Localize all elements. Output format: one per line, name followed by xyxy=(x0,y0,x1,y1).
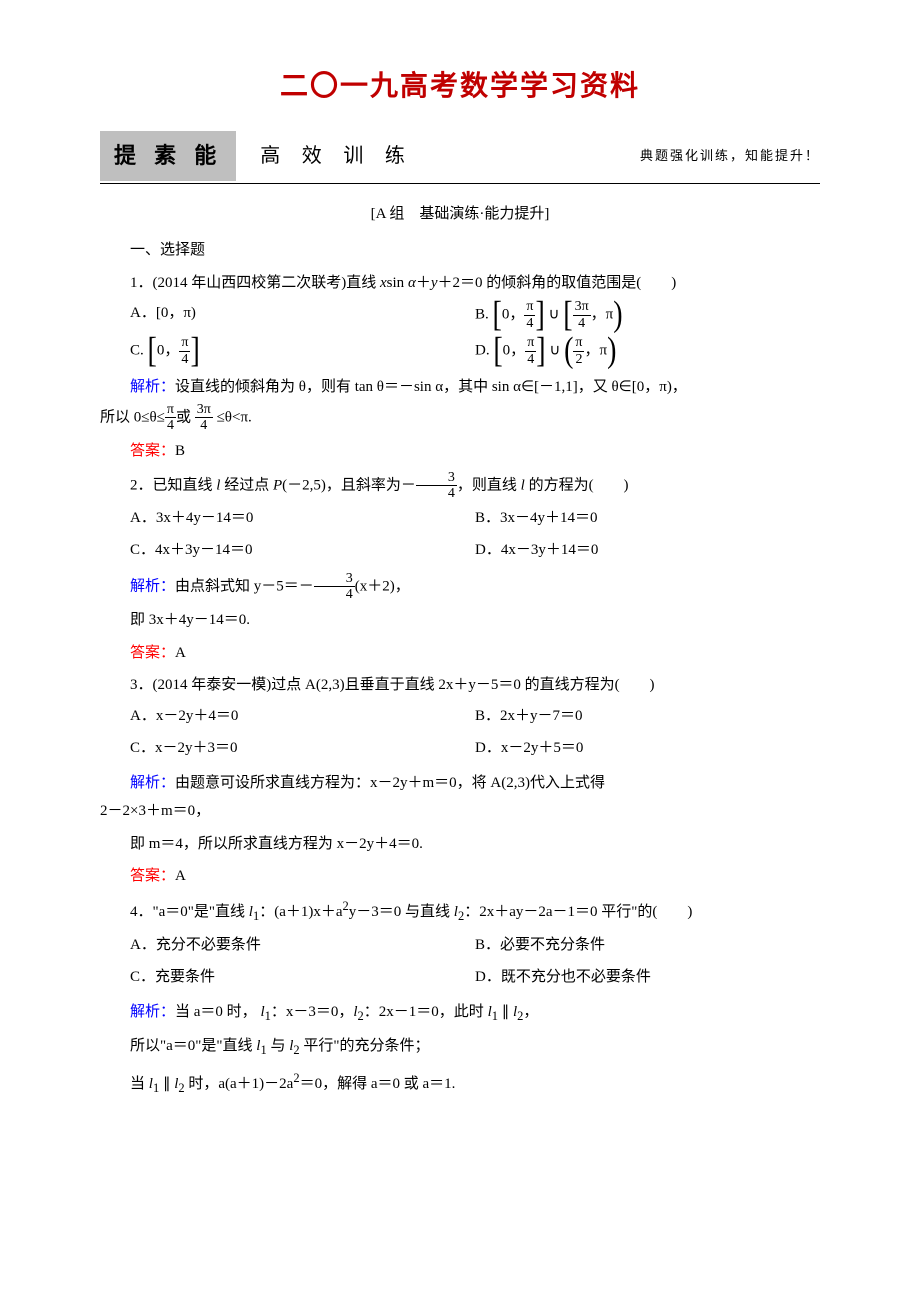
section-1-heading: 一、选择题 xyxy=(100,236,820,265)
q3-solution-2: 2－2×3＋m＝0， xyxy=(100,797,820,826)
q1-sol-label: 解析： xyxy=(130,379,175,395)
rbracket-icon: ] xyxy=(535,301,544,330)
q3-solution-3: 即 m＝4，所以所求直线方程为 x－2y＋4＝0. xyxy=(100,830,820,859)
lbracket-icon: [ xyxy=(563,301,572,330)
lbracket-icon: [ xyxy=(493,337,502,366)
q1-sin: sin xyxy=(387,275,408,291)
rbracket-icon: ] xyxy=(536,337,545,366)
banner-right: 典题强化训练，知能提升！ xyxy=(640,144,820,169)
q3-solution-1: 解析：由题意可设所求直线方程为：x－2y＋m＝0，将 A(2,3)代入上式得 xyxy=(100,769,820,798)
q4-solution-2: 所以"a＝0"是"直线 l1 与 l2 平行"的充分条件； xyxy=(100,1032,820,1063)
q4-stem: 4．"a＝0"是"直线 l1：(a＋1)x＋a2y－3＝0 与直线 l2：2x＋… xyxy=(100,895,820,929)
q1-stem-c: ＋2＝0 的倾斜角的取值范围是( ) xyxy=(438,275,677,291)
q4-solution-1: 解析：当 a＝0 时， l1：x－3＝0，l2：2x－1＝0，此时 l1 ∥ l… xyxy=(100,998,820,1029)
q3-optA: A．x－2y＋4＝0 xyxy=(130,700,475,733)
lbracket-icon: [ xyxy=(148,337,157,366)
rparen-icon: ) xyxy=(613,301,622,330)
q1-stem-a: 1．(2014 年山西四校第二次联考)直线 xyxy=(130,275,380,291)
rparen-icon: ) xyxy=(607,337,616,366)
q3-stem: 3．(2014 年泰安一模)过点 A(2,3)且垂直于直线 2x＋y－5＝0 的… xyxy=(100,671,820,700)
q2-optC: C．4x＋3y－14＝0 xyxy=(130,534,475,567)
q1-optB: B. [0，π4] ∪ [3π4，π) xyxy=(475,297,820,333)
q1-x: x xyxy=(380,275,387,291)
q2-solution-2: 即 3x＋4y－14＝0. xyxy=(100,606,820,635)
rbracket-icon: ] xyxy=(190,337,199,366)
q1-solution-2: 所以 0≤θ≤π4或 3π4 ≤θ<π. xyxy=(100,402,820,434)
q1-optC: C. [0，π4] xyxy=(130,333,475,369)
q4-optB: B．必要不充分条件 xyxy=(475,929,820,962)
q2-answer: 答案：A xyxy=(100,639,820,668)
q3-optB: B．2x＋y－7＝0 xyxy=(475,700,820,733)
q2-optA: A．3x＋4y－14＝0 xyxy=(130,502,475,535)
banner-mid: 高 效 训 练 xyxy=(260,137,413,175)
q1-options: A．[0，π) B. [0，π4] ∪ [3π4，π) C. [0，π4] D.… xyxy=(100,297,820,369)
q4-solution-3: 当 l1 ∥ l2 时，a(a＋1)－2a2＝0，解得 a＝0 或 a＝1. xyxy=(100,1067,820,1101)
q2-solution-1: 解析：由点斜式知 y－5＝－34(x＋2)， xyxy=(100,571,820,603)
q4-optD: D．既不充分也不必要条件 xyxy=(475,961,820,994)
q1-optD: D. [0，π4] ∪ (π2，π) xyxy=(475,333,820,369)
lbracket-icon: [ xyxy=(493,301,502,330)
q3-optC: C．x－2y＋3＝0 xyxy=(130,732,475,765)
q1-answer: 答案：B xyxy=(100,437,820,466)
q1-optA: A．[0，π) xyxy=(130,297,475,333)
banner: 提 素 能 高 效 训 练 典题强化训练，知能提升！ xyxy=(100,131,820,184)
group-label: [A 组 基础演练·能力提升] xyxy=(100,200,820,229)
q1-y: y xyxy=(431,275,438,291)
q2-stem: 2．已知直线 l 经过点 P(－2,5)，且斜率为－34，则直线 l 的方程为(… xyxy=(100,470,820,502)
banner-left: 提 素 能 xyxy=(100,131,236,181)
q1-alpha: α xyxy=(408,275,416,291)
q2-optD: D．4x－3y＋14＝0 xyxy=(475,534,820,567)
q1-solution-1: 解析：设直线的倾斜角为 θ，则有 tan θ＝－sin α，其中 sin α∈[… xyxy=(100,373,820,402)
main-title: 二〇一九高考数学学习资料 xyxy=(100,60,820,113)
q4-options: A．充分不必要条件 B．必要不充分条件 C．充要条件 D．既不充分也不必要条件 xyxy=(100,929,820,994)
q1-stem: 1．(2014 年山西四校第二次联考)直线 xsin α＋y＋2＝0 的倾斜角的… xyxy=(100,269,820,298)
q4-optC: C．充要条件 xyxy=(130,961,475,994)
q4-optA: A．充分不必要条件 xyxy=(130,929,475,962)
q2-optB: B．3x－4y＋14＝0 xyxy=(475,502,820,535)
q3-options: A．x－2y＋4＝0 B．2x＋y－7＝0 C．x－2y＋3＝0 D．x－2y＋… xyxy=(100,700,820,765)
q2-options: A．3x＋4y－14＝0 B．3x－4y＋14＝0 C．4x＋3y－14＝0 D… xyxy=(100,502,820,567)
q3-answer: 答案：A xyxy=(100,862,820,891)
q3-optD: D．x－2y＋5＝0 xyxy=(475,732,820,765)
lparen-icon: ( xyxy=(564,337,573,366)
